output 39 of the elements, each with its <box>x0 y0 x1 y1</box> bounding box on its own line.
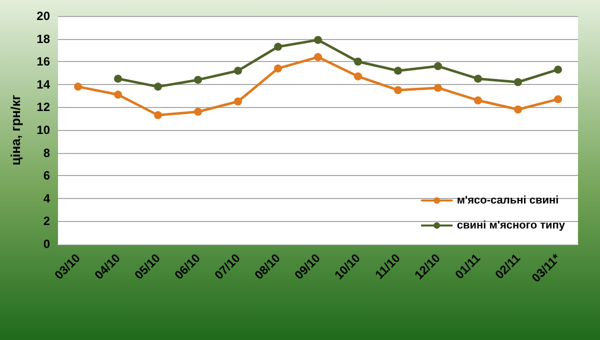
y-tick-label: 16 <box>36 54 50 69</box>
y-tick-label: 12 <box>36 100 50 114</box>
point <box>554 66 562 74</box>
y-tick-label: 18 <box>36 32 50 46</box>
y-axis-title: ціна, грн/кг <box>8 94 23 166</box>
point <box>354 58 362 66</box>
point <box>114 90 122 99</box>
point <box>434 62 442 70</box>
point <box>314 36 322 44</box>
y-tick-label: 6 <box>43 168 50 183</box>
y-tick-label: 10 <box>36 123 50 137</box>
point <box>474 96 482 104</box>
point <box>554 95 562 104</box>
point <box>154 111 162 120</box>
point <box>394 66 402 75</box>
legend-label: м'ясо-сальні свині <box>456 194 559 206</box>
point <box>234 98 242 106</box>
point <box>474 74 482 83</box>
point <box>154 82 162 91</box>
point <box>434 84 442 92</box>
point <box>274 64 282 72</box>
point <box>234 66 242 75</box>
point <box>354 72 362 80</box>
point <box>114 74 122 83</box>
point <box>74 82 82 91</box>
y-tick-label: 20 <box>36 9 50 23</box>
legend-label: свині м'ясного типу <box>456 220 566 232</box>
point <box>274 42 282 51</box>
point <box>194 108 202 116</box>
point <box>394 86 402 94</box>
point <box>194 76 202 84</box>
y-tick-label: 0 <box>43 237 50 251</box>
y-tick-label: 2 <box>43 214 50 228</box>
point <box>514 105 522 114</box>
y-tick-label: 8 <box>43 146 50 160</box>
point <box>314 53 322 62</box>
point <box>514 78 522 86</box>
y-tick-label: 4 <box>43 191 50 206</box>
y-tick-label: 14 <box>36 77 50 92</box>
